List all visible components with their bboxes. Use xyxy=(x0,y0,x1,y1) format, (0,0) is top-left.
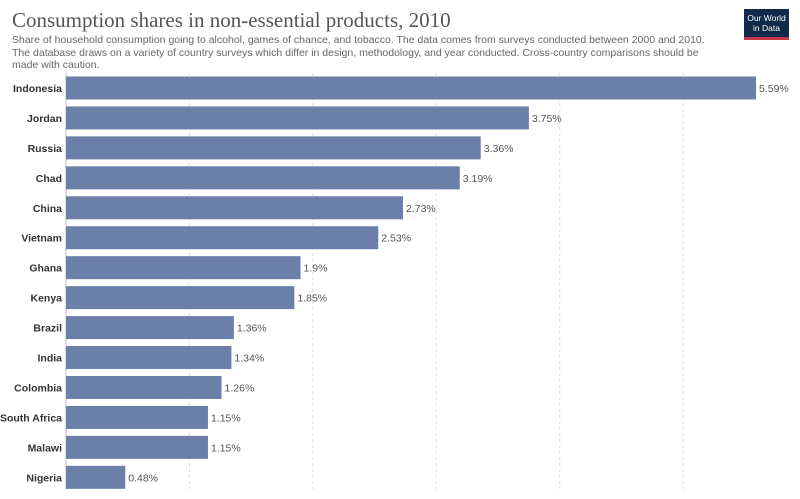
value-label: 2.73% xyxy=(406,203,436,215)
category-label: Vietnam xyxy=(21,233,62,245)
value-label: 1.36% xyxy=(237,323,267,335)
value-label: 3.36% xyxy=(484,143,514,155)
bar xyxy=(66,106,529,130)
value-label: 2.53% xyxy=(381,233,411,245)
logo-line-1: Our World xyxy=(747,13,786,23)
category-label: Kenya xyxy=(30,293,62,305)
value-label: 1.15% xyxy=(211,412,241,424)
bar xyxy=(66,286,295,310)
value-label: 1.15% xyxy=(211,442,241,454)
bar xyxy=(66,136,481,160)
category-label: Malawi xyxy=(28,442,63,454)
category-label: Nigeria xyxy=(26,472,62,484)
value-label: 5.59% xyxy=(759,83,789,95)
logo-line-2: in Data xyxy=(753,23,780,33)
category-label: Ghana xyxy=(29,263,62,275)
chart-title: Consumption shares in non-essential prod… xyxy=(12,8,451,32)
category-label: Brazil xyxy=(33,323,62,335)
bar xyxy=(66,346,232,370)
bar xyxy=(66,166,460,190)
bar xyxy=(66,375,222,399)
bar xyxy=(66,76,756,100)
bar xyxy=(66,256,301,280)
bar xyxy=(66,435,208,459)
owid-logo[interactable]: Our World in Data xyxy=(744,9,789,40)
value-label: 1.85% xyxy=(297,293,327,305)
bar xyxy=(66,316,234,340)
value-label: 1.26% xyxy=(225,382,255,394)
category-label: Russia xyxy=(28,143,63,155)
category-label: Indonesia xyxy=(13,83,62,95)
bar xyxy=(66,405,208,429)
value-label: 3.75% xyxy=(532,113,562,125)
category-label: China xyxy=(33,203,62,215)
bar xyxy=(66,196,403,220)
category-label: India xyxy=(37,353,62,365)
value-label: 3.19% xyxy=(463,173,493,185)
chart-subtitle: Share of household consumption going to … xyxy=(12,34,705,72)
category-label: Colombia xyxy=(14,382,62,394)
value-label: 0.48% xyxy=(128,472,158,484)
category-label: Chad xyxy=(36,173,62,185)
bar xyxy=(66,465,126,489)
bar xyxy=(66,226,379,250)
category-label: Jordan xyxy=(27,113,62,125)
value-label: 1.34% xyxy=(234,353,264,365)
category-label: South Africa xyxy=(0,412,62,424)
value-label: 1.9% xyxy=(304,263,328,275)
